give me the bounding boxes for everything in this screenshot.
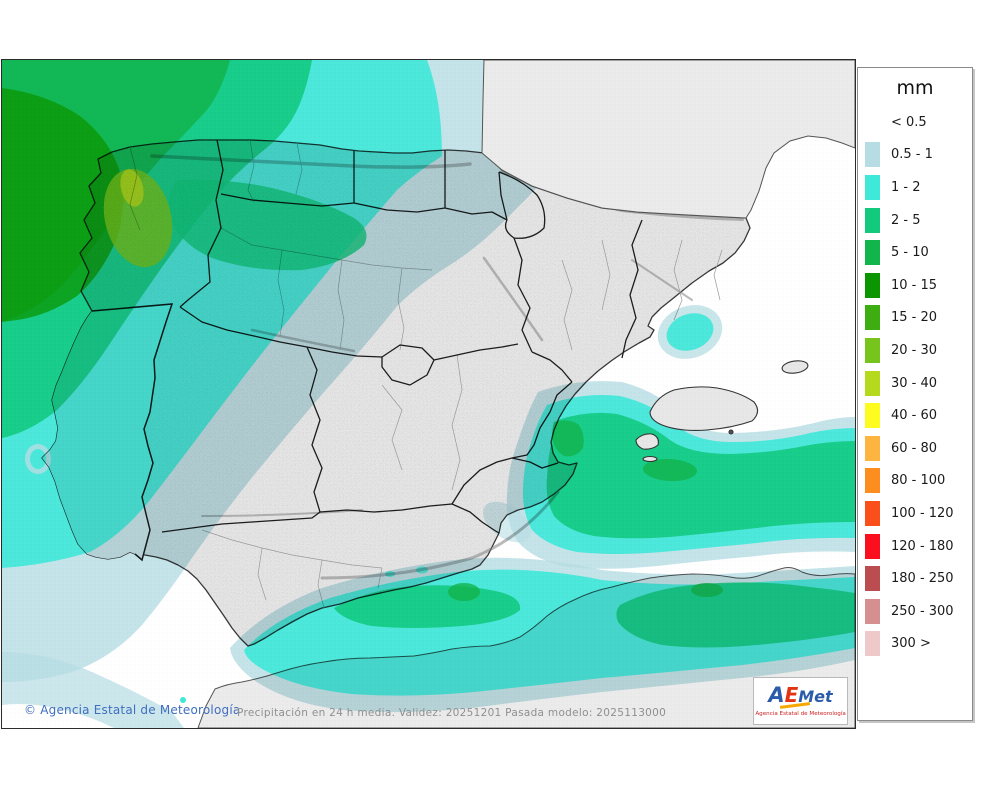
legend-label: 1 - 2 bbox=[891, 179, 921, 195]
precipitation-legend: mm < 0.5 0.5 - 1 1 - 2 2 - 5 5 - 10 10 - 15 15… bbox=[857, 67, 973, 721]
legend-label: 180 - 250 bbox=[891, 571, 954, 587]
legend-label: 2 - 5 bbox=[891, 212, 921, 228]
legend-swatch bbox=[865, 533, 880, 559]
legend-label: 250 - 300 bbox=[891, 603, 954, 619]
map-frame bbox=[1, 59, 856, 729]
legend-entry: 40 - 60 bbox=[858, 399, 972, 432]
legend-entry: < 0.5 bbox=[858, 106, 972, 139]
legend-label: 80 - 100 bbox=[891, 473, 946, 489]
legend-label: 20 - 30 bbox=[891, 342, 938, 358]
legend-entry: 60 - 80 bbox=[858, 432, 972, 465]
legend-swatch bbox=[865, 207, 880, 233]
legend-label: < 0.5 bbox=[891, 114, 927, 130]
legend-entry: 10 - 15 bbox=[858, 269, 972, 302]
legend-label: 40 - 60 bbox=[891, 408, 938, 424]
legend-swatch bbox=[865, 142, 880, 168]
aemet-logo-word: AEMet bbox=[768, 682, 833, 709]
iberia-precipitation-map bbox=[2, 60, 855, 728]
legend-entry: 2 - 5 bbox=[858, 204, 972, 237]
legend-entries: < 0.5 0.5 - 1 1 - 2 2 - 5 5 - 10 10 - 15 15 - … bbox=[858, 106, 972, 660]
legend-label: 10 - 15 bbox=[891, 277, 938, 293]
copyright-text: © Agencia Estatal de Meteorología bbox=[24, 703, 241, 717]
legend-swatch bbox=[865, 435, 880, 461]
legend-label: 300 > bbox=[891, 636, 931, 652]
legend-swatch bbox=[865, 240, 880, 266]
legend-entry: 80 - 100 bbox=[858, 465, 972, 498]
legend-swatch bbox=[865, 598, 880, 624]
legend-entry: 180 - 250 bbox=[858, 562, 972, 595]
legend-swatch bbox=[865, 305, 880, 331]
legend-entry: 5 - 10 bbox=[858, 236, 972, 269]
aemet-logo-e: E bbox=[784, 682, 799, 707]
legend-label: 60 - 80 bbox=[891, 440, 938, 456]
legend-swatch bbox=[865, 370, 880, 396]
legend-swatch bbox=[865, 566, 880, 592]
aemet-logo-a: A bbox=[768, 682, 785, 707]
legend-swatch bbox=[865, 631, 880, 657]
legend-entry: 20 - 30 bbox=[858, 334, 972, 367]
map-caption: Precipitación en 24 h media. Validez: 20… bbox=[237, 707, 667, 719]
legend-swatch bbox=[865, 272, 880, 298]
legend-entry: 100 - 120 bbox=[858, 497, 972, 530]
legend-unit: mm bbox=[896, 77, 934, 99]
aemet-logo-caption: Agencia Estatal de Meteorología bbox=[755, 709, 846, 716]
legend-label: 15 - 20 bbox=[891, 310, 938, 326]
legend-entry: 300 > bbox=[858, 628, 972, 661]
dither-texture bbox=[2, 60, 855, 728]
legend-label: 5 - 10 bbox=[891, 245, 929, 261]
legend-entry: 30 - 40 bbox=[858, 367, 972, 400]
aemet-logo-met: Met bbox=[798, 686, 833, 706]
legend-label: 100 - 120 bbox=[891, 505, 954, 521]
legend-swatch bbox=[865, 468, 880, 494]
legend-entry: 15 - 20 bbox=[858, 302, 972, 335]
legend-swatch bbox=[865, 500, 880, 526]
legend-label: 0.5 - 1 bbox=[891, 147, 933, 163]
legend-swatch bbox=[865, 403, 880, 429]
legend-swatch bbox=[865, 174, 880, 200]
legend-swatch bbox=[865, 337, 880, 363]
legend-entry: 250 - 300 bbox=[858, 595, 972, 628]
legend-label: 30 - 40 bbox=[891, 375, 938, 391]
legend-label: 120 - 180 bbox=[891, 538, 954, 554]
legend-entry: 0.5 - 1 bbox=[858, 139, 972, 172]
aemet-logo: AEMet Agencia Estatal de Meteorología bbox=[753, 677, 848, 725]
legend-entry: 1 - 2 bbox=[858, 171, 972, 204]
legend-entry: 120 - 180 bbox=[858, 530, 972, 563]
